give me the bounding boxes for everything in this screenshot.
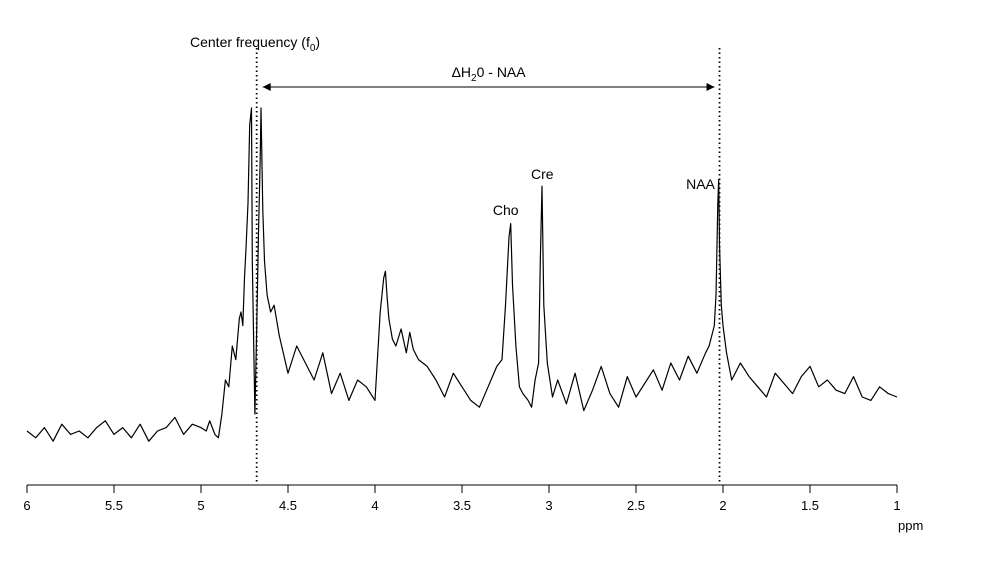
x-axis: 6 5.5 5 4.5 4 3.5 3 2.5 2 1.5 1 ppm [23, 484, 923, 533]
delta-label: ΔH20 - NAA [452, 64, 527, 84]
x-tick-label: 2 [719, 498, 726, 513]
spectrum-series-line [26, 107, 898, 442]
x-tick-label: 2.5 [627, 498, 645, 513]
delta-arrow-head-right [706, 83, 715, 91]
x-tick-label: 5.5 [105, 498, 123, 513]
x-tick-label: 3.5 [453, 498, 471, 513]
vertical-markers [255, 48, 721, 485]
x-tick-label: 5 [197, 498, 204, 513]
cre-peak-label: Cre [531, 166, 554, 182]
x-tick-label: 1.5 [801, 498, 819, 513]
delta-arrow-head-left [262, 83, 271, 91]
cho-peak-label: Cho [493, 202, 519, 218]
x-axis-ticks: 6 5.5 5 4.5 4 3.5 3 2.5 2 1.5 1 [23, 485, 901, 513]
annotation-labels: ΔH20 - NAA Center frequency (f0) Cho Cre NAA [190, 34, 716, 218]
x-tick-label: 3 [545, 498, 552, 513]
x-tick-label: 4.5 [279, 498, 297, 513]
x-axis-label: ppm [898, 518, 923, 533]
naa-peak-label: NAA [686, 176, 715, 192]
delta-arrow [262, 83, 715, 91]
x-tick-label: 1 [893, 498, 900, 513]
x-tick-label: 6 [23, 498, 30, 513]
x-tick-label: 4 [371, 498, 378, 513]
center-frequency-label: Center frequency (f0) [190, 34, 320, 54]
